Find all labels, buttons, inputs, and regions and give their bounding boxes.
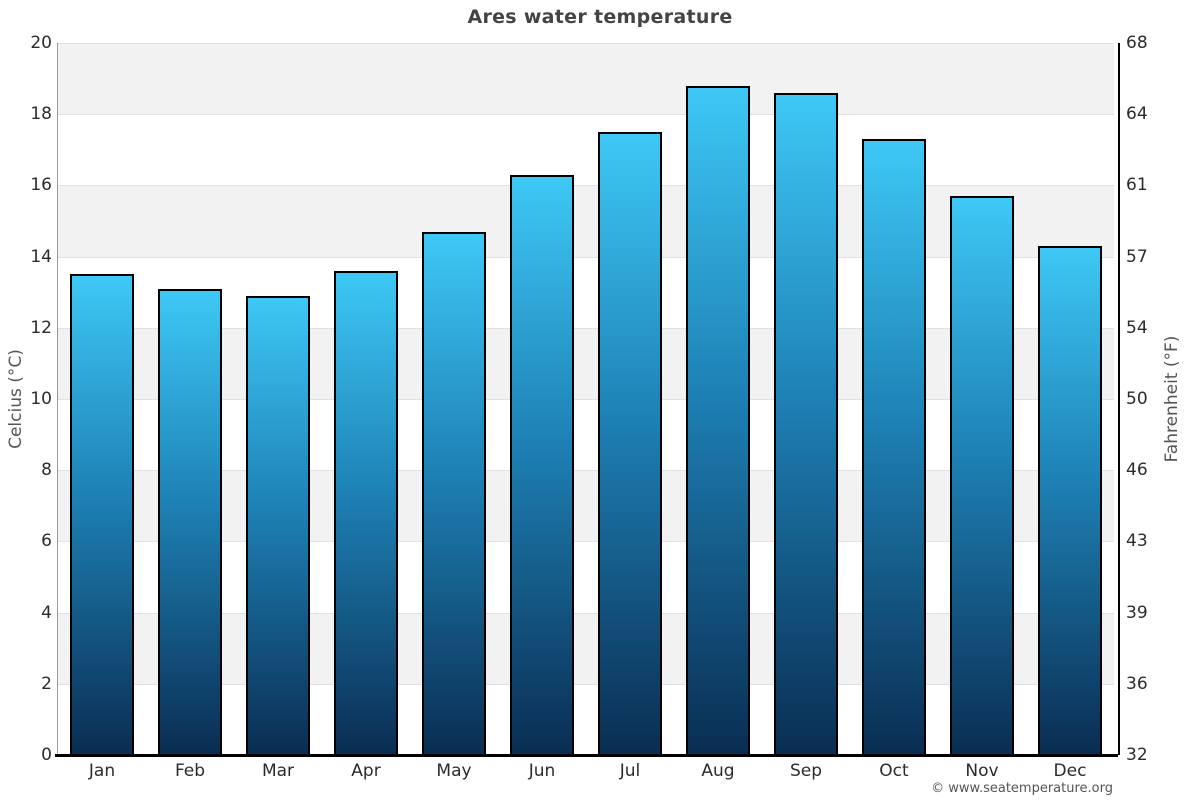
bar-aug [686, 85, 750, 755]
y-tick-celsius: 20 [30, 33, 52, 53]
bar-oct [862, 139, 926, 755]
y-tick-celsius: 6 [41, 531, 52, 552]
credit-link[interactable]: © www.seatemperature.org [931, 781, 1113, 796]
x-tick-month: Mar [261, 761, 295, 781]
chart-title: Ares water temperature [467, 6, 733, 28]
bar-jul [598, 132, 662, 755]
grid-band [58, 43, 1114, 115]
gridline [58, 327, 1114, 329]
x-tick-month: Oct [879, 761, 909, 781]
bar-feb [158, 288, 222, 755]
x-tick-month: Jul [619, 761, 641, 781]
x-tick-month: Nov [965, 761, 999, 781]
y-tick-fahrenheit: 36 [1126, 673, 1148, 694]
bar-jan [70, 274, 134, 755]
y-tick-fahrenheit: 32 [1126, 745, 1148, 765]
y-tick-fahrenheit: 46 [1126, 460, 1148, 481]
y-tick-celsius: 4 [41, 602, 52, 623]
x-tick-month: May [436, 761, 472, 781]
gridline [58, 185, 1114, 187]
y-tick-fahrenheit: 64 [1126, 104, 1148, 125]
y-tick-fahrenheit: 57 [1126, 246, 1148, 267]
y-tick-fahrenheit: 43 [1126, 531, 1148, 552]
y-tick-celsius: 16 [30, 175, 52, 196]
right-axis-line [1118, 43, 1120, 755]
gridline [58, 256, 1114, 258]
gridline [58, 114, 1114, 116]
y-tick-celsius: 0 [41, 745, 52, 765]
y-tick-fahrenheit: 61 [1126, 175, 1148, 196]
gridline [58, 683, 1114, 685]
gridline [58, 43, 1114, 44]
bar-mar [246, 295, 310, 755]
x-tick-month: Dec [1053, 761, 1087, 781]
left-axis-line [57, 43, 58, 755]
grid-band [58, 327, 1114, 399]
y-tick-fahrenheit: 54 [1126, 317, 1148, 338]
grid-band [58, 470, 1114, 542]
plot-area [58, 43, 1114, 755]
x-tick-month: Aug [701, 761, 735, 781]
x-tick-month: Jun [528, 761, 556, 781]
gridline [58, 612, 1114, 614]
y-tick-celsius: 12 [30, 317, 52, 338]
y-tick-celsius: 14 [30, 246, 52, 267]
bar-apr [334, 270, 398, 755]
bar-sep [774, 92, 838, 755]
bar-nov [950, 196, 1014, 755]
bar-dec [1038, 245, 1102, 755]
gridline [58, 399, 1114, 400]
celsius-axis-title: Celcius (°C) [6, 349, 26, 449]
bar-jun [510, 174, 574, 755]
gridline [58, 541, 1114, 543]
x-tick-month: Jan [88, 761, 116, 781]
x-tick-month: Sep [789, 761, 823, 781]
x-tick-month: Apr [351, 761, 381, 781]
bar-may [422, 231, 486, 755]
x-tick-month: Feb [174, 761, 206, 781]
gridline [58, 470, 1114, 472]
bottom-axis-line [55, 754, 1118, 757]
y-tick-fahrenheit: 68 [1126, 33, 1148, 53]
y-tick-celsius: 18 [30, 104, 52, 125]
y-tick-fahrenheit: 39 [1126, 602, 1148, 623]
fahrenheit-axis-title: Fahrenheit (°F) [1162, 335, 1182, 463]
grid-band [58, 612, 1114, 684]
grid-band [58, 185, 1114, 257]
y-tick-fahrenheit: 50 [1126, 389, 1148, 409]
y-tick-celsius: 2 [41, 673, 52, 694]
y-tick-celsius: 10 [30, 389, 52, 409]
y-tick-celsius: 8 [41, 460, 52, 481]
